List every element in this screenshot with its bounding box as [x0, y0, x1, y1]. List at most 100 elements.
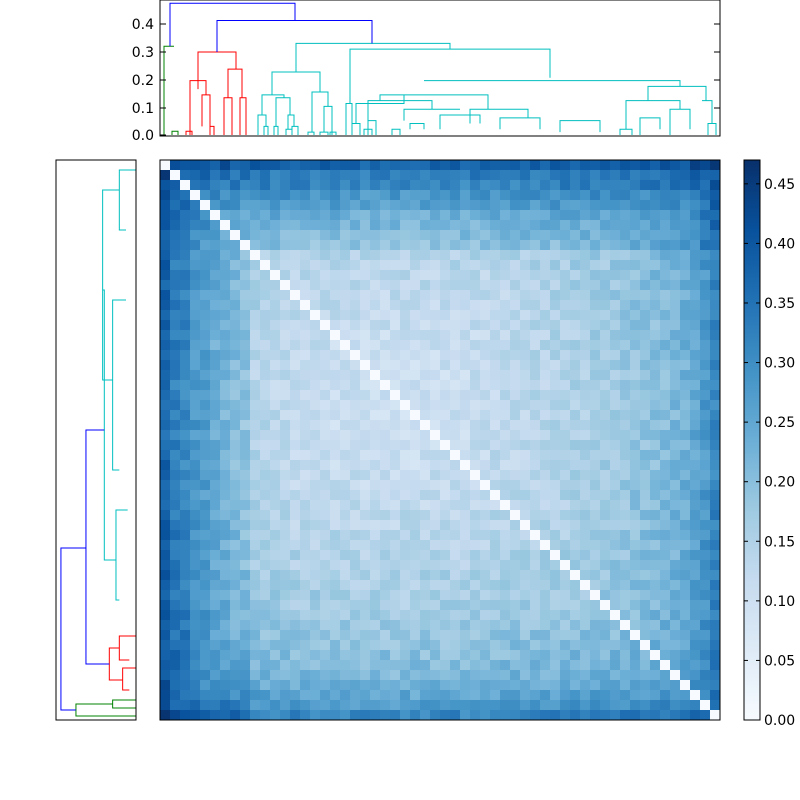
heatmap-cell — [270, 200, 281, 211]
heatmap-cell — [590, 390, 601, 401]
heatmap-cell — [260, 280, 271, 291]
heatmap-cell — [660, 540, 671, 551]
heatmap-cell — [390, 460, 401, 471]
heatmap-cell — [210, 580, 221, 591]
heatmap-cell — [700, 360, 711, 371]
heatmap-cell — [450, 330, 461, 341]
dendrogram-link — [469, 108, 529, 124]
heatmap-cell — [220, 170, 231, 181]
heatmap-cell — [280, 490, 291, 501]
heatmap-cell — [700, 670, 711, 681]
heatmap-cell — [160, 180, 171, 191]
heatmap-cell — [300, 600, 311, 611]
heatmap-cell — [490, 280, 501, 291]
heatmap-cell — [500, 360, 511, 371]
heatmap-cell — [420, 710, 431, 721]
heatmap-cell — [460, 220, 471, 231]
heatmap-cell — [670, 340, 681, 351]
heatmap-cell — [680, 480, 691, 491]
heatmap-cell — [490, 190, 501, 201]
heatmap-cell — [320, 610, 331, 621]
heatmap-cell — [660, 260, 671, 271]
heatmap-cell — [170, 690, 181, 701]
heatmap-cell — [270, 540, 281, 551]
heatmap-cell — [230, 620, 241, 631]
heatmap-cell — [480, 350, 491, 361]
heatmap-cell — [400, 350, 411, 361]
heatmap-cell — [520, 530, 531, 541]
heatmap-cell — [460, 560, 471, 571]
heatmap-cell — [420, 400, 431, 411]
heatmap-cell — [620, 550, 631, 561]
heatmap-cell — [700, 310, 711, 321]
heatmap-cell — [470, 630, 481, 641]
heatmap-cell — [680, 260, 691, 271]
heatmap-cell — [450, 220, 461, 231]
heatmap-cell — [460, 650, 471, 661]
heatmap-cell — [550, 210, 561, 221]
heatmap-cell — [430, 490, 441, 501]
heatmap-cell — [300, 240, 311, 251]
heatmap-cell — [330, 430, 341, 441]
heatmap-cell — [200, 250, 211, 261]
heatmap-cell — [190, 530, 201, 541]
heatmap-cell — [440, 310, 451, 321]
heatmap-cell — [480, 680, 491, 691]
heatmap-cell — [570, 530, 581, 541]
heatmap-cell — [300, 320, 311, 331]
heatmap-cell — [190, 460, 201, 471]
heatmap-cell — [410, 600, 421, 611]
heatmap-cell — [290, 490, 301, 501]
heatmap-cell — [660, 230, 671, 241]
heatmap-cell — [250, 430, 261, 441]
heatmap-cell — [330, 630, 341, 641]
heatmap-cell — [160, 510, 171, 521]
colorbar-tick-label: 0.00 — [764, 713, 795, 729]
heatmap-cell — [280, 210, 291, 221]
heatmap-cell — [650, 180, 661, 191]
heatmap-cell — [670, 430, 681, 441]
heatmap-cell — [200, 210, 211, 221]
heatmap-cell — [260, 650, 271, 661]
heatmap-cell — [590, 400, 601, 411]
heatmap-cell — [280, 240, 291, 251]
heatmap-cell — [170, 620, 181, 631]
heatmap-cell — [200, 610, 211, 621]
heatmap-cell — [300, 360, 311, 371]
heatmap-cell — [460, 480, 471, 491]
heatmap-cell — [460, 420, 471, 431]
heatmap-cell — [710, 370, 721, 381]
heatmap-cell — [440, 680, 451, 691]
heatmap-cell — [290, 500, 301, 511]
heatmap-cell — [570, 520, 581, 531]
heatmap-cell — [510, 640, 521, 651]
heatmap-cell — [260, 580, 271, 591]
heatmap-cell — [350, 280, 361, 291]
heatmap-cell — [650, 440, 661, 451]
heatmap-cell — [610, 530, 621, 541]
heatmap-cell — [170, 560, 181, 571]
heatmap-cell — [350, 510, 361, 521]
heatmap-cell — [320, 240, 331, 251]
heatmap-cell — [630, 300, 641, 311]
heatmap-cell — [400, 380, 411, 391]
heatmap-cell — [680, 680, 691, 691]
heatmap-cell — [540, 230, 551, 241]
heatmap-cell — [600, 550, 611, 561]
heatmap-cell — [310, 180, 321, 191]
heatmap-cell — [570, 260, 581, 271]
heatmap-cell — [280, 400, 291, 411]
heatmap-cell — [570, 170, 581, 181]
heatmap-cell — [550, 630, 561, 641]
heatmap-cell — [510, 180, 521, 191]
heatmap-cell — [470, 350, 481, 361]
heatmap-cell — [680, 270, 691, 281]
heatmap-cell — [540, 610, 551, 621]
heatmap-cell — [650, 570, 661, 581]
heatmap-cell — [490, 690, 501, 701]
heatmap-cell — [640, 430, 651, 441]
heatmap-cell — [400, 700, 411, 711]
heatmap-cell — [490, 480, 501, 491]
heatmap-cell — [660, 170, 671, 181]
heatmap-cell — [330, 180, 341, 191]
